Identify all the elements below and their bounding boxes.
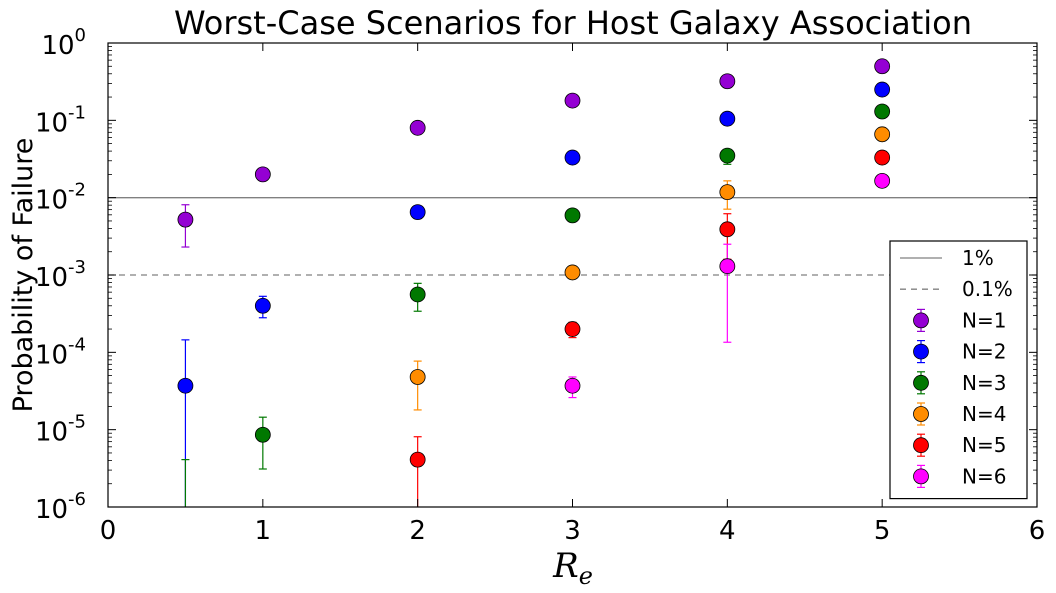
- data-point-series-2: [564, 149, 581, 166]
- data-point-series-5: [409, 451, 426, 468]
- x-tick-label: 4: [719, 516, 736, 546]
- x-axis-label-base: R: [552, 546, 579, 586]
- y-tick-label: 100: [41, 25, 86, 61]
- legend-box: [889, 240, 1028, 500]
- plot-content: [108, 58, 1037, 507]
- data-point-series-6: [874, 172, 891, 189]
- legend-marker: [913, 437, 929, 454]
- error-bar: [258, 416, 267, 470]
- data-point-series-2: [409, 204, 426, 221]
- data-point-series-2: [254, 297, 271, 314]
- legend-label: N=1: [962, 308, 1006, 332]
- error-bar: [413, 360, 422, 411]
- x-axis-label-sub: e: [579, 562, 593, 590]
- data-point-series-4: [409, 369, 426, 385]
- legend-entry: 0.1%: [900, 277, 1013, 301]
- data-point-series-3: [719, 147, 736, 164]
- legend-entry: 1%: [900, 246, 994, 270]
- data-point-series-1: [564, 92, 581, 109]
- y-tick-label: 10-5: [35, 412, 86, 448]
- data-point-series-1: [719, 73, 736, 90]
- legend-marker: [913, 406, 929, 422]
- data-point-series-1: [177, 211, 194, 228]
- data-point-series-3: [254, 426, 271, 443]
- x-tick-label: 5: [874, 516, 891, 546]
- legend-label: N=2: [962, 340, 1006, 364]
- plot-area: [108, 58, 1037, 507]
- legend-label: N=3: [962, 371, 1006, 395]
- x-tick-label: 0: [100, 516, 117, 546]
- error-bar: [413, 436, 422, 507]
- data-point-series-1: [409, 119, 426, 136]
- legend-label: N=5: [962, 433, 1006, 457]
- data-point-series-2: [177, 377, 194, 394]
- legend-label: 1%: [962, 246, 994, 270]
- x-tick-label: 2: [409, 516, 426, 546]
- legend: 1% 0.1% N=1 N=2 N=3 N=4 N=5 N=6: [889, 240, 1028, 500]
- legend-entry: N=1: [913, 308, 1006, 332]
- y-tick-label: 10-2: [35, 180, 86, 216]
- legend-marker: [913, 374, 929, 391]
- x-tick-label: 6: [1029, 516, 1046, 546]
- y-tick-label: 10-3: [35, 257, 86, 293]
- x-tick-label: 3: [564, 516, 581, 546]
- y-tick-label: 10-1: [35, 102, 86, 138]
- legend-entry: N=5: [913, 433, 1006, 457]
- x-axis-label: Re: [552, 546, 593, 590]
- legend-label: 0.1%: [962, 277, 1013, 301]
- data-point-series-4: [564, 264, 581, 281]
- data-point-series-6: [719, 258, 736, 275]
- data-point-series-5: [874, 149, 891, 166]
- data-point-series-4: [874, 126, 891, 143]
- legend-marker: [913, 343, 929, 360]
- legend-label: N=6: [962, 464, 1006, 488]
- y-tick-label: 10-4: [35, 334, 86, 370]
- chart-title: Worst-Case Scenarios for Host Galaxy Ass…: [174, 4, 972, 42]
- error-bar: [181, 459, 190, 507]
- data-point-series-5: [564, 321, 581, 337]
- data-point-series-1: [874, 58, 891, 75]
- legend-entry: N=3: [913, 371, 1006, 395]
- legend-entry: N=6: [913, 464, 1006, 488]
- data-point-series-3: [874, 103, 891, 120]
- axes: 0 1 2 3 4 5 6 10-6 10-5 10-4 10-3 10-2 10-1 100: [35, 25, 1045, 546]
- x-tick-label: 1: [255, 516, 272, 546]
- y-axis-label: Probability of Failure: [8, 138, 39, 413]
- data-point-series-3: [409, 286, 426, 303]
- data-point-series-6: [564, 377, 581, 394]
- data-point-series-4: [719, 184, 736, 201]
- data-point-series-2: [719, 110, 736, 127]
- y-tick-label: 10-6: [35, 489, 86, 525]
- legend-label: N=4: [962, 402, 1006, 426]
- legend-entry: N=4: [913, 402, 1006, 426]
- legend-entry: N=2: [913, 340, 1006, 364]
- legend-marker: [913, 468, 929, 485]
- legend-marker: [913, 312, 929, 329]
- data-point-series-2: [874, 81, 891, 98]
- data-point-series-5: [719, 221, 736, 238]
- data-point-series-3: [564, 207, 581, 224]
- data-point-series-1: [254, 166, 271, 183]
